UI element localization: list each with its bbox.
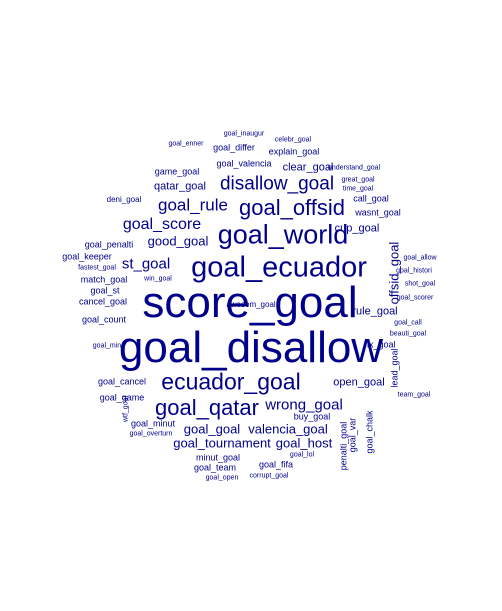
cloud-word: goal_ecuador (191, 251, 367, 284)
cloud-word: game_goal (154, 166, 200, 177)
cloud-word: goal_keeper (62, 251, 112, 262)
cloud-word: beauti_goal (389, 330, 427, 338)
cloud-word: goal_fifa (258, 459, 294, 470)
cloud-word: goal_world (217, 219, 349, 250)
cloud-word: disallow_goal (219, 173, 335, 195)
cloud-word: goal_lol (289, 451, 315, 459)
cloud-word: lead_goal (389, 348, 400, 388)
cloud-word: minut_goal (195, 452, 241, 463)
cloud-word: rule_goal (352, 305, 398, 318)
cloud-word: great_goal (341, 176, 375, 184)
cloud-word: score_goal (142, 278, 358, 327)
cloud-word: goal_penalti (84, 239, 134, 250)
cloud-word: goal_st (90, 285, 120, 296)
cloud-word: wasnt_goal (355, 207, 401, 218)
cloud-word: good_goal (147, 233, 209, 249)
cloud-word: explain_goal (268, 146, 320, 157)
cloud-word: goal_game (99, 392, 145, 403)
cloud-word: buy_goal (293, 411, 331, 422)
cloud-word: goal_min (92, 342, 122, 350)
cloud-word: goal_var (347, 417, 358, 453)
cloud-word: corrupt_goal (249, 472, 289, 480)
cloud-word: open_goal (333, 376, 385, 389)
cloud-word: ecuador_goal (161, 368, 301, 395)
cloud-word: goal_scorer (396, 294, 434, 302)
cloud-word: goal_goal (183, 421, 241, 437)
cloud-word: team_goal (397, 391, 431, 399)
cloud-word: deni_goal (106, 195, 142, 204)
cloud-word: goal_team (193, 462, 237, 473)
cloud-word: goal_score (122, 216, 202, 233)
cloud-word: goal_offsid (238, 195, 346, 220)
cloud-word: goal_call (394, 319, 422, 327)
cloud-word: win_goal (144, 275, 172, 283)
cloud-word: goal_inaugur (223, 130, 265, 138)
cloud-word: goal_open (205, 474, 239, 482)
cloud-word: goal_minut (130, 418, 176, 429)
cloud-word: goal_rule (158, 195, 228, 215)
cloud-word: penalti_goal (338, 421, 349, 471)
cloud-word: match_goal (80, 274, 128, 285)
cloud-word: call_goal (353, 193, 389, 204)
cloud-word: cancel_goal (78, 296, 128, 307)
cloud-word: wtf_goal (122, 395, 130, 423)
cloud-word: shot_goal (404, 280, 436, 288)
cloud-word: goal_allow (403, 254, 437, 262)
cloud-word: fix_goal (364, 339, 396, 350)
cloud-word: awesom_goal (226, 300, 276, 309)
cloud-word: goal_tournament (173, 435, 271, 451)
cloud-word: goal_disallow (118, 323, 384, 372)
cloud-word: goal_host (275, 435, 333, 451)
cloud-word: goal_valencia (216, 158, 272, 169)
cloud-word: clear_goal (282, 161, 334, 174)
cloud-word: time_goal (342, 185, 374, 193)
cloud-word: st_goal (121, 255, 171, 273)
cloud-word: goal_histori (396, 267, 432, 275)
cloud-word: wrong_goal (265, 396, 343, 414)
cloud-word: fastest_goal (78, 264, 116, 272)
cloud-word: goal_chalk (364, 410, 375, 454)
cloud-word: goal_differ (213, 142, 255, 153)
cloud-word: goal_enner (168, 140, 204, 148)
cloud-word: qatar_goal (154, 180, 206, 193)
cloud-word: understand_goal (327, 164, 381, 172)
cloud-word: goal_cancel (97, 376, 147, 387)
cloud-word: goal_overturn (129, 430, 173, 438)
cloud-word: valencia_goal (248, 421, 328, 437)
cloud-word: goal_count (81, 314, 127, 325)
cloud-word: cup_goal (334, 222, 380, 235)
cloud-word: celebr_goal (274, 136, 312, 144)
cloud-word: goal_qatar (155, 395, 259, 420)
